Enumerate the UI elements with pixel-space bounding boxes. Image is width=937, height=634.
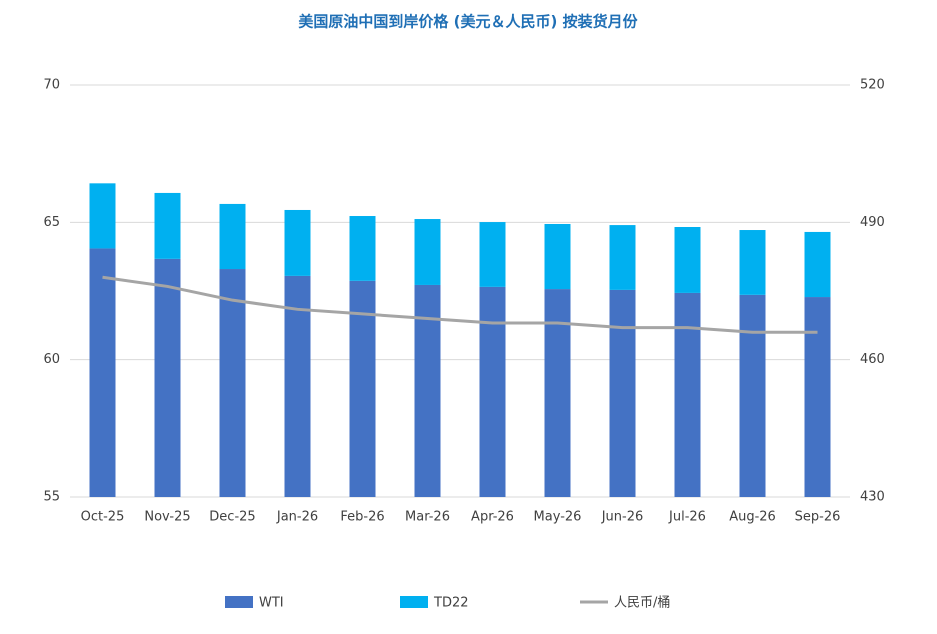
bar — [154, 192, 181, 259]
bar — [479, 286, 506, 497]
bar — [219, 269, 246, 497]
bar — [804, 231, 831, 298]
bar — [414, 219, 441, 285]
x-tick-label: Oct-25 — [81, 510, 125, 525]
x-tick-label: Feb-26 — [340, 510, 384, 525]
x-tick-label: Jun-26 — [601, 510, 644, 525]
bar — [154, 258, 181, 497]
bar — [804, 297, 831, 497]
y-tick-label: 65 — [43, 215, 60, 230]
bar — [739, 230, 766, 295]
legend-label: TD22 — [433, 596, 469, 611]
bar — [349, 216, 376, 281]
bar — [284, 209, 311, 276]
y-tick-label: 60 — [43, 352, 60, 367]
x-tick-label: May-26 — [534, 510, 582, 525]
bar — [544, 223, 571, 290]
x-tick-label: Nov-25 — [144, 510, 190, 525]
bar — [89, 248, 116, 497]
bar — [609, 289, 636, 497]
x-tick-label: Mar-26 — [405, 510, 450, 525]
bar — [479, 222, 506, 287]
legend-label: 人民币/桶 — [614, 596, 670, 611]
bar — [609, 225, 636, 290]
line — [102, 275, 818, 334]
x-tick-label: Aug-26 — [729, 510, 776, 525]
y-tick-label: 70 — [43, 78, 60, 93]
legend-swatch — [225, 596, 253, 608]
legend-swatch — [400, 596, 428, 608]
bar — [674, 227, 701, 293]
y2-tick-label: 430 — [860, 490, 885, 505]
x-tick-label: Dec-25 — [209, 510, 255, 525]
chart-title: 美国原油中国到岸价格 (美元＆人民币) 按装货月份 — [298, 13, 638, 31]
legend-label: WTI — [259, 596, 284, 611]
bar — [349, 280, 376, 497]
bar — [739, 294, 766, 497]
y-tick-label: 55 — [43, 490, 60, 505]
bar — [284, 275, 311, 497]
y2-tick-label: 460 — [860, 352, 885, 367]
y2-tick-label: 520 — [860, 78, 885, 93]
x-tick-label: Sep-26 — [795, 510, 841, 525]
bar — [544, 289, 571, 497]
x-tick-label: Jan-26 — [276, 510, 318, 525]
bar — [674, 292, 701, 497]
x-tick-label: Apr-26 — [471, 510, 514, 525]
x-tick-label: Jul-26 — [668, 510, 706, 525]
bar — [89, 183, 116, 249]
bar — [219, 203, 246, 270]
y2-tick-label: 490 — [860, 215, 885, 230]
